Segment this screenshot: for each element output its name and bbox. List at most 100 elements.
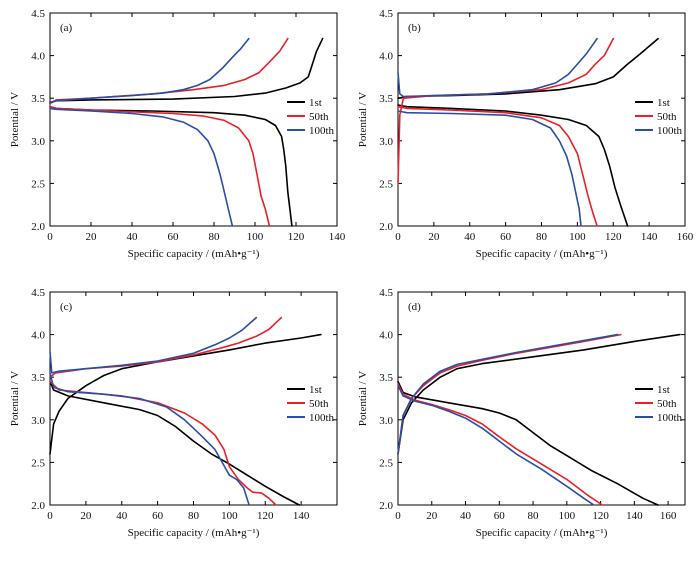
series-line-1st-charge — [49, 37, 324, 104]
x-tick-label: 0 — [47, 510, 53, 522]
panel-label: (d) — [408, 301, 421, 313]
x-tick-label: 140 — [293, 510, 310, 522]
x-axis-title: Specific capacity / (mAh•g⁻¹) — [476, 527, 608, 539]
chart-panel-3: 0 20 40 60 80 100 120 140 2.0 2.5 3.0 3.5 4.0 4.5 Spec… — [9, 287, 338, 539]
x-tick-label: 60 — [152, 510, 164, 522]
x-tick-label: 140 — [329, 231, 346, 243]
series-line-1st-discharge — [397, 104, 629, 227]
plot-frame — [397, 12, 686, 227]
y-tick-label: 3.0 — [379, 136, 393, 148]
x-tick-label: 0 — [395, 510, 401, 522]
legend-label: 1st — [309, 97, 322, 109]
legend-label: 50th — [657, 111, 677, 123]
y-tick-label: 3.5 — [31, 372, 45, 384]
series-line-1st-discharge — [49, 380, 301, 506]
x-tick-label: 60 — [494, 510, 506, 522]
legend-label: 1st — [657, 384, 670, 396]
plot-frame — [49, 291, 338, 506]
y-tick-label: 4.0 — [379, 330, 393, 342]
legend-label: 100th — [657, 412, 683, 424]
x-tick-label: 40 — [116, 510, 128, 522]
y-tick-label: 2.0 — [31, 221, 45, 233]
series-line-50th-discharge — [49, 105, 271, 227]
x-tick-label: 0 — [395, 231, 401, 243]
y-tick-label: 3.5 — [31, 93, 45, 105]
x-tick-label: 20 — [426, 510, 438, 522]
x-tick-label: 60 — [500, 231, 512, 243]
x-tick-label: 40 — [460, 510, 472, 522]
x-axis-title: Specific capacity / (mAh•g⁻¹) — [476, 248, 608, 260]
y-axis-title: Potential / V — [357, 371, 369, 426]
y-tick-label: 3.5 — [379, 372, 393, 384]
series-line-50th-charge — [397, 333, 622, 455]
y-tick-label: 4.0 — [31, 330, 45, 342]
x-axis-title: Specific capacity / (mAh•g⁻¹) — [128, 248, 260, 260]
y-tick-label: 2.0 — [379, 221, 393, 233]
legend-label: 1st — [309, 384, 322, 396]
y-axis-title: Potential / V — [9, 92, 21, 147]
x-tick-label: 20 — [428, 231, 440, 243]
y-tick-label: 3.0 — [31, 415, 45, 427]
x-tick-label: 40 — [127, 231, 139, 243]
x-tick-label: 20 — [80, 510, 92, 522]
x-tick-label: 100 — [569, 231, 586, 243]
series-line-100th-charge — [49, 316, 258, 374]
y-tick-label: 2.0 — [31, 500, 45, 512]
legend-label: 100th — [309, 125, 335, 137]
legend-label: 50th — [309, 111, 329, 123]
x-tick-label: 140 — [641, 231, 658, 243]
y-tick-label: 4.5 — [31, 8, 45, 20]
series-line-100th-discharge — [397, 384, 595, 506]
y-tick-label: 4.5 — [379, 287, 393, 299]
legend-label: 50th — [657, 398, 677, 410]
series-line-1st-charge — [397, 37, 659, 99]
y-axis-title: Potential / V — [9, 371, 21, 426]
x-tick-label: 100 — [221, 510, 238, 522]
x-tick-label: 0 — [47, 231, 53, 243]
y-tick-label: 3.5 — [379, 93, 393, 105]
series-line-50th-discharge — [397, 105, 598, 227]
x-tick-label: 60 — [168, 231, 180, 243]
y-tick-label: 2.5 — [379, 178, 393, 190]
x-tick-label: 120 — [288, 231, 305, 243]
y-tick-label: 3.0 — [31, 136, 45, 148]
legend-label: 100th — [309, 412, 335, 424]
y-tick-label: 4.0 — [31, 51, 45, 63]
y-tick-label: 3.0 — [379, 415, 393, 427]
plot-frame — [49, 12, 338, 227]
x-tick-label: 80 — [536, 231, 548, 243]
y-tick-label: 2.5 — [379, 457, 393, 469]
series-line-50th-discharge — [397, 383, 604, 506]
series-line-100th-discharge — [49, 372, 250, 506]
x-tick-label: 80 — [528, 510, 540, 522]
series-line-100th-discharge — [49, 107, 234, 227]
series-line-100th-charge — [49, 37, 250, 105]
legend-label: 1st — [657, 97, 670, 109]
y-tick-label: 4.0 — [379, 51, 393, 63]
series-line-1st-charge — [49, 333, 322, 455]
x-tick-label: 100 — [559, 510, 576, 522]
series-line-1st-charge — [397, 333, 681, 455]
chart-panel-4: 0 20 40 60 80 100 120 140 160 2.0 2.5 3.0 3.5 4.0 4.5 S… — [357, 287, 686, 539]
series-line-100th-charge — [397, 37, 598, 98]
series-line-1st-discharge — [397, 380, 659, 506]
panel-label: (c) — [60, 301, 73, 313]
series-line-100th-discharge — [397, 110, 582, 227]
x-tick-label: 100 — [247, 231, 264, 243]
panel-label: (b) — [408, 22, 421, 34]
chart-panel-1: 0 20 40 60 80 100 120 140 2.0 2.5 3.0 3.5 4.0 4.5 Spec… — [9, 8, 346, 260]
y-tick-label: 2.0 — [379, 500, 393, 512]
series-line-50th-charge — [49, 37, 289, 105]
legend-label: 50th — [309, 398, 329, 410]
y-tick-label: 2.5 — [31, 178, 45, 190]
x-tick-label: 20 — [86, 231, 98, 243]
series-line-50th-charge — [397, 37, 615, 185]
y-axis-title: Potential / V — [357, 92, 369, 147]
x-tick-label: 80 — [188, 510, 200, 522]
x-tick-label: 120 — [592, 510, 609, 522]
y-tick-label: 4.5 — [31, 287, 45, 299]
series-line-100th-charge — [397, 333, 619, 455]
x-tick-label: 120 — [257, 510, 274, 522]
x-tick-label: 120 — [605, 231, 622, 243]
